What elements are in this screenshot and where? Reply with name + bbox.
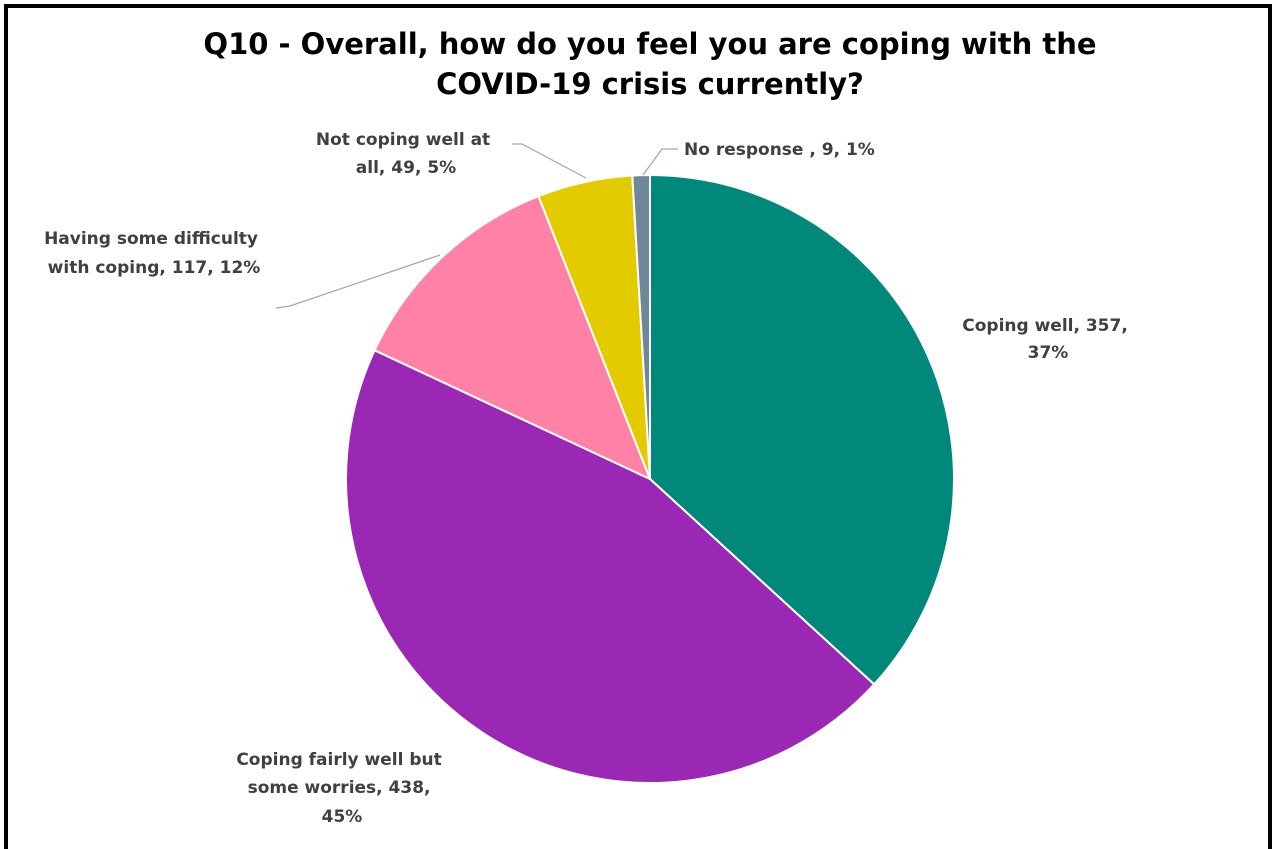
data-label-coping-well-line-1: Coping well, 357,: [962, 316, 1128, 336]
data-label-coping-well-line-2: 37%: [1028, 343, 1069, 363]
leader-line-not-coping: [512, 143, 587, 179]
chart-title: Q10 - Overall, how do you feel you are c…: [0, 24, 1280, 104]
pie-slice-no-response: [631, 173, 651, 480]
pie-slice-having-some-difficulty-with-coping: [373, 194, 652, 481]
leader-line-no-response: [642, 148, 678, 176]
data-label-difficulty-line-1: Having some difficulty: [44, 229, 258, 249]
data-label-fairly-well: Coping fairly well but some worries, 438…: [236, 750, 447, 827]
data-label-difficulty-line-2: with coping, 117, 12%: [48, 258, 261, 278]
leader-lines: [275, 143, 678, 309]
data-label-not-coping-line-2: all, 49, 5%: [356, 158, 456, 178]
data-label-fairly-well-line-3: 45%: [322, 807, 363, 827]
chart-title-line-2: COVID-19 crisis currently?: [436, 67, 864, 101]
data-label-fairly-well-line-1: Coping fairly well but: [236, 750, 441, 770]
leader-line-difficulty: [275, 254, 441, 309]
data-label-difficulty: Having some difficulty with coping, 117,…: [44, 229, 264, 278]
chart-title-line-1: Q10 - Overall, how do you feel you are c…: [203, 27, 1097, 61]
pie-slice-coping-well: [649, 173, 955, 686]
data-label-not-coping: Not coping well at all, 49, 5%: [316, 130, 496, 178]
data-label-not-coping-line-1: Not coping well at: [316, 130, 490, 150]
data-label-fairly-well-line-2: some worries, 438,: [248, 778, 431, 798]
data-label-no-response: No response , 9, 1%: [684, 140, 875, 160]
pie-slices: [345, 173, 955, 784]
pie-slice-coping-fairly-well-but-some-worries: [345, 348, 876, 784]
data-label-no-response-line-1: No response , 9, 1%: [684, 140, 875, 160]
data-label-coping-well: Coping well, 357, 37%: [962, 316, 1133, 363]
